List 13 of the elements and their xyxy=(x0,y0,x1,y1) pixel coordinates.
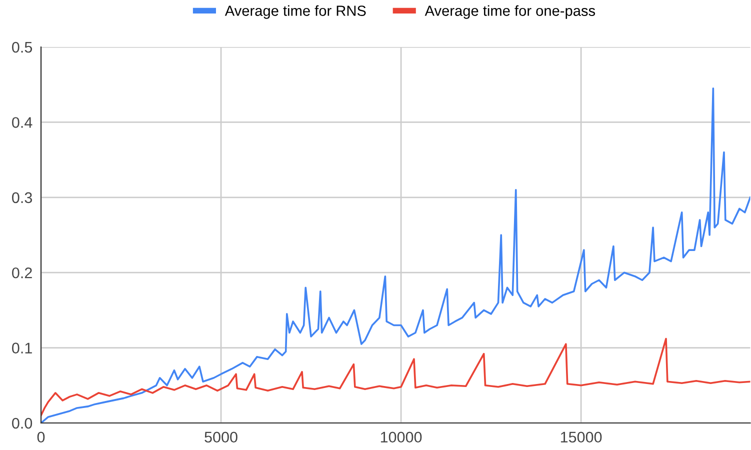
x-tick-label: 5000 xyxy=(204,432,238,443)
x-tick-label: 0 xyxy=(37,432,45,443)
y-tick-label: 0.4 xyxy=(12,117,32,128)
legend-label: Average time for one-pass xyxy=(424,5,596,19)
y-tick-label: 0.5 xyxy=(12,42,32,53)
x-tick-label: 15000 xyxy=(560,432,602,443)
x-tick-label: 10000 xyxy=(380,432,422,443)
legend-label: Average time for RNS xyxy=(224,5,366,19)
y-tick-label: 0.3 xyxy=(12,192,32,204)
y-tick-label: 0.1 xyxy=(12,342,32,354)
y-tick-label: 0.0 xyxy=(12,418,32,429)
y-tick-label: 0.2 xyxy=(12,267,32,278)
line-series xyxy=(41,338,750,416)
